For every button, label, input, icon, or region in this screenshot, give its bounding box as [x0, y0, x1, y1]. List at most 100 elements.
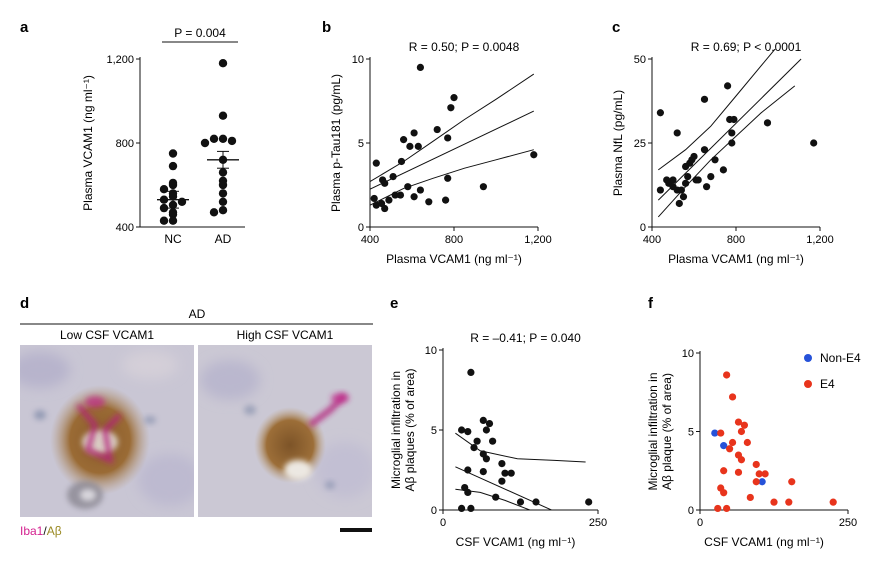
legend-marker [804, 380, 812, 388]
significance-label: P = 0.004 [174, 26, 226, 40]
data-point-e4 [728, 438, 737, 447]
data-point [682, 179, 690, 187]
data-point-e4 [723, 371, 731, 379]
data-point [218, 134, 228, 143]
data-point [209, 208, 219, 217]
panel-label-b: b [322, 19, 331, 36]
y-tick-label: 5 [431, 425, 437, 437]
x-tick-label: 400 [361, 234, 379, 246]
x-tick-label: 400 [643, 234, 661, 246]
y-tick-label: 50 [634, 54, 646, 66]
x-axis-label: Plasma VCAM1 (ng ml⁻¹) [386, 252, 522, 266]
data-point-e4 [734, 468, 743, 476]
data-point-e4 [728, 393, 737, 401]
data-point-e4 [720, 489, 728, 497]
chart-e-microglia-scatter: 0 5 10 0 250 CSF VCAM1 (ng ml⁻¹) Microglial in… [389, 331, 607, 549]
x-tick-label: 0 [440, 517, 446, 529]
data-point [673, 129, 681, 137]
histology-image-high [198, 345, 372, 517]
data-point [498, 460, 506, 468]
data-point [159, 185, 169, 194]
x-tick-label: 800 [727, 234, 745, 246]
data-point-e4 [746, 493, 754, 502]
data-point [707, 173, 715, 181]
y-tick-label: 10 [425, 345, 437, 357]
stain-abeta: Aβ [47, 524, 62, 538]
data-point [656, 109, 665, 117]
data-point [168, 180, 178, 190]
data-point [397, 157, 406, 166]
category-label: NC [164, 232, 182, 246]
data-point [675, 199, 683, 208]
stain-iba1: Iba1 [20, 524, 44, 538]
regression-line [657, 58, 802, 201]
x-tick-label: 1,200 [806, 234, 834, 246]
data-point [656, 186, 665, 194]
data-point-e4 [761, 470, 769, 478]
data-point [532, 498, 540, 506]
data-point [507, 469, 515, 477]
data-point-e4 [788, 478, 796, 486]
data-point [485, 420, 494, 428]
data-point-e4 [755, 470, 763, 478]
data-point [669, 176, 677, 184]
data-point [464, 428, 472, 436]
data-point [482, 455, 490, 463]
data-point [381, 204, 389, 213]
data-point [467, 504, 475, 512]
data-point [381, 179, 389, 187]
x-tick-label: 250 [839, 517, 857, 529]
fit-lines [370, 73, 535, 206]
histology-image-low [20, 345, 194, 517]
data-point-e4 [726, 445, 734, 453]
histology-right-label: High CSF VCAM1 [237, 328, 334, 342]
data-point [159, 203, 169, 213]
data-point [682, 162, 690, 171]
data-point [159, 216, 169, 225]
stain-separator: / [43, 524, 47, 538]
panel-label-d: d [20, 295, 29, 312]
data-point [719, 166, 728, 174]
histology-left-label: Low CSF VCAM1 [60, 328, 154, 342]
data-point [177, 197, 187, 206]
data-point [501, 469, 509, 477]
data-point [479, 183, 487, 191]
data-point [447, 104, 455, 112]
data-point-e4 [770, 498, 778, 506]
data-point [458, 426, 466, 434]
data-point [400, 136, 408, 144]
ci-upper-band [658, 49, 776, 171]
data-point [218, 111, 228, 120]
data-point [684, 173, 692, 181]
data-point [690, 152, 698, 161]
data-point [168, 216, 178, 225]
data-point [433, 125, 441, 134]
data-point-e4 [714, 504, 722, 513]
y-tick-label: 5 [358, 138, 364, 150]
histology-panel: AD Low CSF VCAM1 High CSF VCAM1 [20, 307, 373, 538]
data-point-non-e4 [720, 442, 728, 450]
y-axis-label: Plasma VCAM1 (ng ml⁻¹) [81, 75, 95, 211]
data-point [444, 174, 452, 182]
chart-stat-title: R = 0.69; P < 0.0001 [691, 40, 802, 54]
panel-label-f: f [648, 295, 654, 312]
y-axis-label-line: Microglial infiltration in [389, 371, 403, 489]
data-point-e4 [717, 429, 725, 437]
ci-lower-band [455, 488, 531, 510]
y-tick-label: 10 [352, 54, 364, 66]
y-axis-label: Microglial infiltration inAβ plaque (% o… [646, 372, 674, 490]
data-point [482, 426, 490, 434]
data-point-non-e4 [711, 429, 719, 437]
regression-line [370, 110, 535, 190]
data-point [218, 206, 228, 215]
data-point [227, 136, 237, 146]
panel-label-c: c [612, 19, 620, 36]
data-point [168, 210, 178, 219]
y-tick-label: 400 [116, 222, 134, 234]
data-point [218, 180, 228, 190]
data-point [703, 183, 711, 191]
data-point-e4 [737, 456, 746, 464]
data-point-e4 [752, 478, 760, 486]
data-point-e4 [734, 418, 743, 426]
